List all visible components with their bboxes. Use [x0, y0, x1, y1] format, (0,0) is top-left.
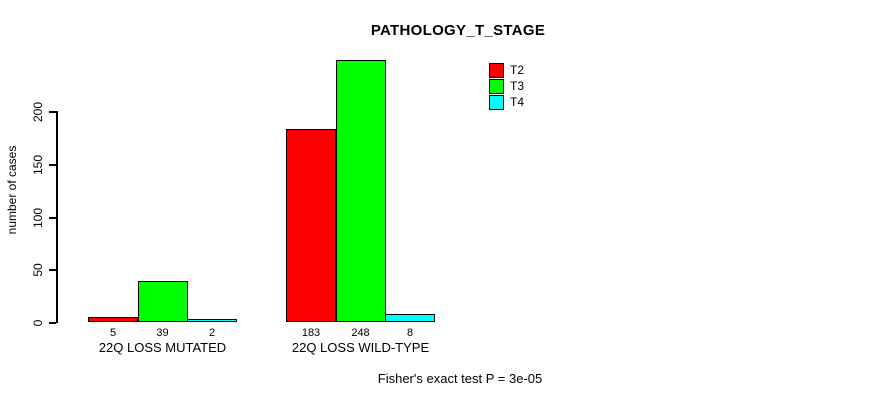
bar-value-label: 8: [406, 327, 414, 339]
legend-item-T3: T3: [489, 79, 524, 95]
legend-label: T2: [510, 63, 525, 78]
y-axis-title: number of cases: [5, 145, 19, 235]
category-label: 22Q LOSS MUTATED: [98, 340, 227, 355]
y-axis-tick: [49, 163, 56, 166]
y-axis-tick: [49, 216, 56, 219]
legend-swatch: [489, 94, 504, 110]
bar-value-label: 5: [109, 327, 117, 339]
legend-swatch: [489, 79, 504, 95]
bar-T4: [385, 314, 435, 322]
bar-value-label: 248: [351, 327, 370, 339]
stat-test-note: Fisher's exact test P = 3e-05: [377, 371, 543, 386]
y-axis-tick-label: 100: [31, 207, 45, 228]
chart-title: PATHOLOGY_T_STAGE: [370, 22, 546, 39]
legend-label: T4: [510, 94, 525, 109]
bar-value-label: 39: [156, 327, 169, 339]
legend-label: T3: [510, 79, 525, 94]
bar-T3: [335, 60, 386, 322]
y-axis-tick: [49, 322, 56, 324]
y-axis-line: [56, 111, 58, 323]
bar-T3: [137, 281, 188, 322]
y-axis-tick: [49, 269, 56, 272]
bar-value-label: 183: [301, 327, 321, 339]
bar-T2: [88, 317, 138, 322]
legend-item-T2: T2: [489, 63, 524, 79]
bar-T4: [187, 319, 237, 322]
y-axis-tick-label: 50: [31, 263, 45, 277]
y-axis-tick: [49, 111, 56, 113]
y-axis-tick-label: 150: [31, 154, 45, 175]
y-axis-tick-label: 200: [31, 101, 45, 123]
category-label: 22Q LOSS WILD-TYPE: [291, 340, 430, 355]
bar-T2: [286, 129, 336, 322]
bar-value-label: 2: [208, 327, 216, 339]
legend-swatch: [489, 63, 504, 79]
legend: T2 T3 T4: [489, 63, 524, 110]
y-axis-tick-label: 0: [31, 319, 45, 327]
legend-item-T4: T4: [489, 94, 524, 110]
